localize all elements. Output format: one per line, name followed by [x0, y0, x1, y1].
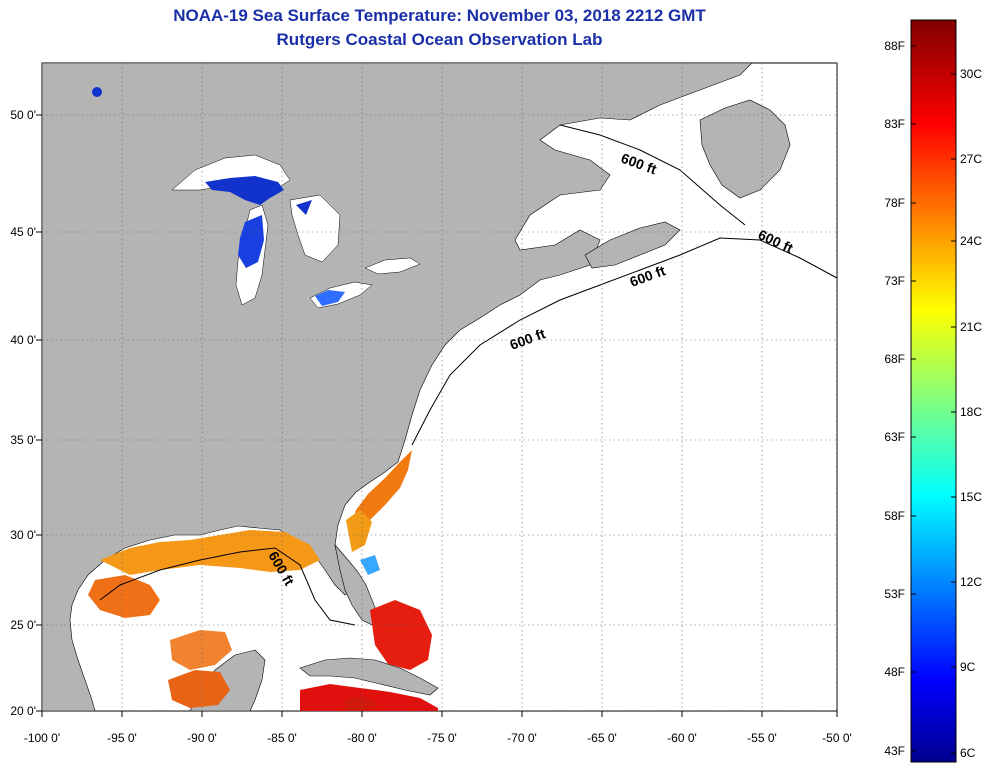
chart-title: NOAA-19 Sea Surface Temperature: Novembe… — [173, 6, 706, 25]
lat-tick-label: 45 0' — [10, 225, 36, 239]
colorbar-f-label: 78F — [884, 196, 905, 210]
lake-ontario — [364, 257, 421, 275]
grid — [42, 63, 837, 711]
colorbar-c-label: 12C — [960, 575, 982, 589]
sst-cool-patch — [360, 555, 380, 575]
lat-tick-labels: 50 0' 45 0' 40 0' 35 0' 30 0' 25 0' 20 0' — [10, 108, 42, 718]
colorbar-c-label: 21C — [960, 320, 982, 334]
sst-gulf-central — [170, 630, 232, 670]
lake-huron-sst — [296, 200, 312, 215]
lake-erie-sst — [315, 290, 345, 306]
sst-gulf-south — [168, 670, 230, 708]
land-cuba — [299, 657, 439, 696]
lon-tick-label: -75 0' — [427, 731, 457, 745]
colorbar-f-label: 53F — [884, 587, 905, 601]
lake-huron — [289, 194, 341, 263]
depth-contour-600ft-atlantic — [411, 237, 837, 446]
lon-tick-label: -100 0' — [24, 731, 60, 745]
colorbar-c-label: 27C — [960, 152, 982, 166]
lake-nipigon-sst — [92, 87, 102, 97]
sst-gulf-north-shelf — [100, 530, 320, 575]
chart-subtitle: Rutgers Coastal Ocean Observation Lab — [276, 30, 603, 49]
lake-michigan-sst — [238, 215, 264, 268]
lat-tick-label: 25 0' — [10, 618, 36, 632]
sst-florida-atlantic — [346, 510, 372, 552]
depth-contour-600ft-north — [559, 124, 746, 226]
colorbar-f-label: 43F — [884, 744, 905, 758]
lon-tick-label: -90 0' — [187, 731, 217, 745]
lat-tick-label: 40 0' — [10, 333, 36, 347]
colorbar-f-label: 83F — [884, 117, 905, 131]
lon-tick-label: -65 0' — [587, 731, 617, 745]
depth-contour-600ft-gulf — [99, 547, 356, 626]
lon-tick-labels: -100 0' -95 0' -90 0' -85 0' -80 0' -75 0' -70… — [24, 711, 852, 745]
land-newfoundland — [699, 99, 791, 199]
colorbar-c-label: 30C — [960, 67, 982, 81]
colorbar-f-label: 68F — [884, 352, 905, 366]
lon-tick-label: -95 0' — [107, 731, 137, 745]
land-nova-scotia — [584, 221, 681, 269]
lat-tick-label: 20 0' — [10, 704, 36, 718]
colorbar-c-label: 15C — [960, 490, 982, 504]
colorbar-fahrenheit-labels: 88F 83F 78F 73F 68F 63F 58F 53F 48F 43F — [884, 39, 916, 758]
lake-superior-sst — [205, 176, 284, 205]
colorbar-c-label: 18C — [960, 405, 982, 419]
colorbar-c-label: 6C — [960, 746, 976, 760]
colorbar-f-label: 73F — [884, 274, 905, 288]
colorbar-c-label: 24C — [960, 234, 982, 248]
colorbar-c-label: 9C — [960, 660, 976, 674]
lon-tick-label: -85 0' — [267, 731, 297, 745]
lon-tick-label: -50 0' — [822, 731, 852, 745]
sst-bahamas-red — [370, 600, 432, 670]
colorbar — [910, 19, 957, 763]
lon-tick-label: -70 0' — [507, 731, 537, 745]
lat-tick-label: 30 0' — [10, 528, 36, 542]
lat-tick-label: 50 0' — [10, 108, 36, 122]
colorbar-f-label: 58F — [884, 509, 905, 523]
lat-tick-label: 35 0' — [10, 433, 36, 447]
colorbar-f-label: 63F — [884, 430, 905, 444]
lon-tick-label: -55 0' — [747, 731, 777, 745]
colorbar-f-label: 48F — [884, 665, 905, 679]
lon-tick-label: -80 0' — [347, 731, 377, 745]
sst-gulf-west — [88, 575, 160, 618]
sst-caribbean-red — [300, 684, 438, 711]
lon-tick-label: -60 0' — [667, 731, 697, 745]
colorbar-celsius-labels: 30C 27C 24C 21C 18C 15C 12C 9C 6C — [951, 67, 982, 760]
sst-straits — [345, 696, 380, 711]
colorbar-f-label: 88F — [884, 39, 905, 53]
